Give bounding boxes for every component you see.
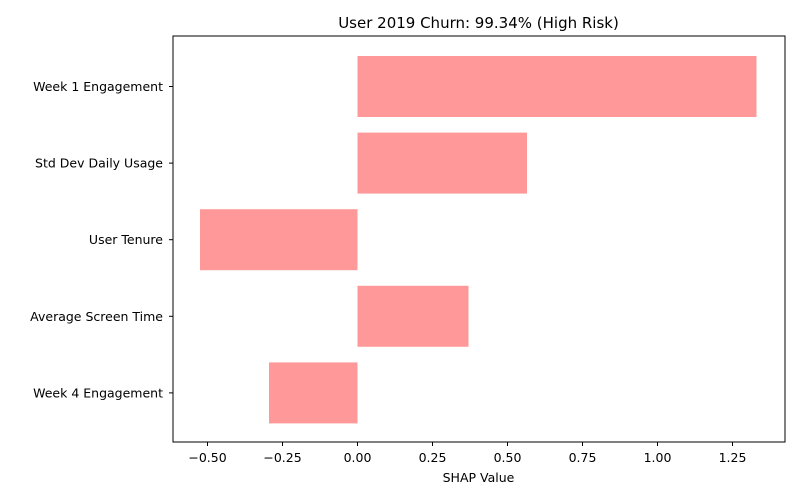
- y-tick-label: User Tenure: [89, 232, 163, 247]
- x-ticks-group: −0.50 −0.25 0.00 0.25 0.50 0.75 1.00 1.25: [188, 442, 746, 465]
- y-tick-label: Week 1 Engagement: [33, 79, 163, 94]
- x-tick-label: −0.25: [263, 450, 301, 465]
- y-tick-label: Std Dev Daily Usage: [35, 156, 163, 171]
- plot-frame: [172, 35, 786, 443]
- x-tick-label: 0.25: [419, 450, 447, 465]
- y-ticks-group: Week 1 Engagement Std Dev Daily Usage User…: [30, 79, 173, 400]
- bar-std-dev-daily-usage: [357, 132, 527, 194]
- bars-group: [200, 56, 757, 424]
- x-tick-label: 0.75: [569, 450, 597, 465]
- bar-week-1-engagement: [357, 56, 757, 117]
- y-tick-label: Week 4 Engagement: [33, 385, 163, 400]
- chart-title: User 2019 Churn: 99.34% (High Risk): [338, 14, 619, 32]
- x-tick-label: 0.00: [344, 450, 372, 465]
- y-tick-label: Average Screen Time: [30, 309, 163, 324]
- x-tick-label: 1.00: [644, 450, 672, 465]
- bar-average-screen-time: [357, 285, 469, 347]
- bar-week-4-engagement: [269, 362, 358, 424]
- x-tick-label: −0.50: [188, 450, 226, 465]
- x-tick-label: 0.50: [494, 450, 522, 465]
- bar-user-tenure: [200, 209, 358, 271]
- x-tick-label: 1.25: [719, 450, 747, 465]
- x-axis-title: SHAP Value: [443, 470, 515, 485]
